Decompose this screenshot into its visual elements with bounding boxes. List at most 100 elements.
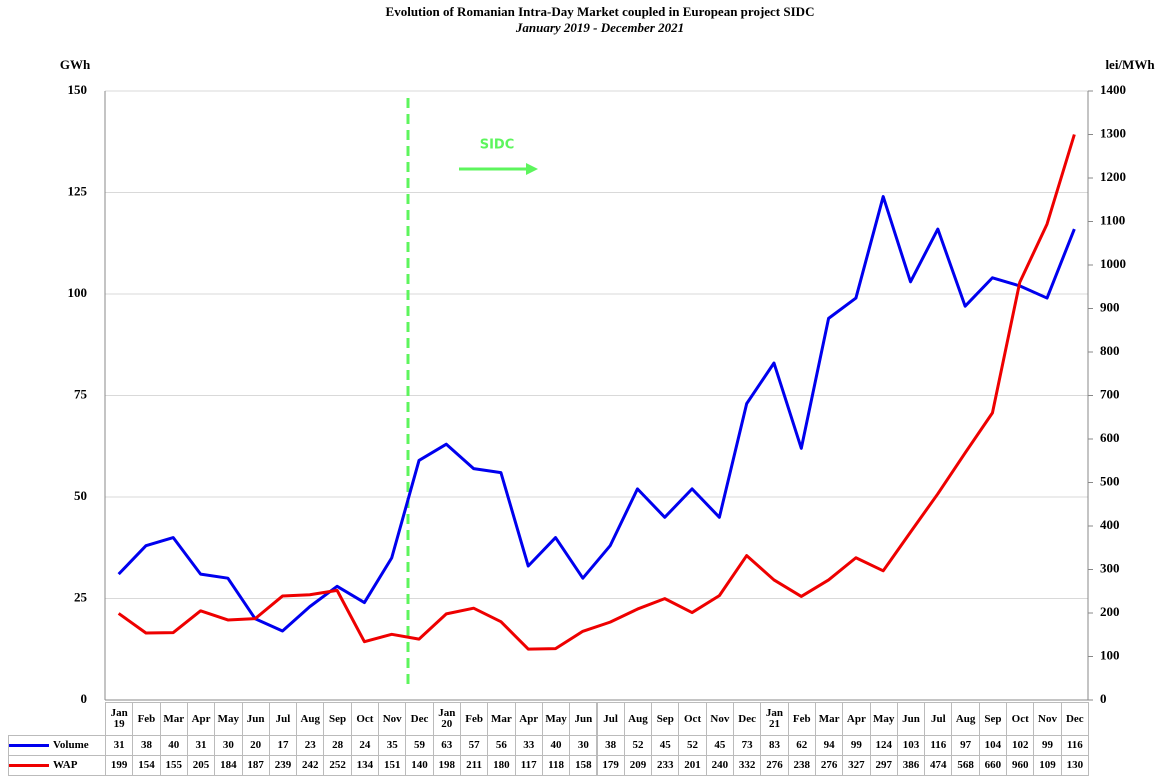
table-value: 239 (268, 755, 298, 776)
table-value: 97 (951, 735, 980, 756)
table-value: 154 (132, 755, 161, 776)
category-label: Sep (323, 702, 352, 736)
category-label: Jan 19 (105, 702, 134, 736)
table-value: 151 (378, 755, 407, 776)
category-label: Apr (186, 702, 216, 736)
chart-subtitle: January 2019 - December 2021 (515, 20, 684, 35)
table-value: 52 (623, 735, 653, 756)
y-tick-label: 50 (74, 488, 87, 503)
table-value: 57 (459, 735, 489, 756)
table-value: 35 (378, 735, 407, 756)
table-value: 104 (978, 735, 1008, 756)
table-value: 140 (405, 755, 434, 776)
table-value: 59 (405, 735, 434, 756)
annotation: SIDC (480, 138, 515, 153)
chart-title: Evolution of Romanian Intra-Day Market c… (386, 4, 815, 19)
table-value: 276 (760, 755, 789, 776)
table-value: 99 (842, 735, 871, 756)
table-value: 52 (678, 735, 707, 756)
legend-entry: WAP (8, 755, 106, 776)
table-value: 201 (678, 755, 707, 776)
category-label: May (214, 702, 243, 736)
y2-axis-label: lei/MWh (1105, 57, 1155, 72)
y2-tick-label: 1300 (1100, 125, 1126, 140)
y2-tick-label: 500 (1100, 473, 1120, 488)
category-label: Mar (487, 702, 516, 736)
table-value: 134 (350, 755, 380, 776)
table-value: 568 (951, 755, 980, 776)
table-value: 233 (651, 755, 680, 776)
table-value: 158 (569, 755, 598, 776)
category-label: Apr (514, 702, 543, 736)
category-label: Oct (350, 702, 380, 736)
table-value: 45 (705, 735, 735, 756)
category-label: Jun (241, 702, 270, 736)
category-label: Dec (1060, 702, 1089, 736)
table-value: 17 (268, 735, 298, 756)
y-tick-label: 125 (68, 183, 88, 198)
y2-tick-label: 400 (1100, 517, 1120, 532)
y2-tick-label: 600 (1100, 430, 1120, 445)
category-label: Dec (405, 702, 434, 736)
y-tick-label: 100 (68, 285, 88, 300)
category-label: Mar (814, 702, 844, 736)
category-label: Jun (896, 702, 926, 736)
table-value: 30 (214, 735, 243, 756)
table-value: 332 (733, 755, 762, 776)
table-value: 116 (1060, 735, 1089, 756)
table-value: 99 (1033, 735, 1062, 756)
table-value: 20 (241, 735, 270, 756)
table-value: 31 (186, 735, 216, 756)
table-value: 38 (596, 735, 625, 756)
category-label: Mar (159, 702, 188, 736)
y-axis-label: GWh (60, 57, 91, 72)
category-label: Feb (132, 702, 161, 736)
category-label: Apr (842, 702, 871, 736)
y2-tick-label: 200 (1100, 604, 1120, 619)
category-label: Aug (623, 702, 653, 736)
category-label: Dec (733, 702, 762, 736)
table-value: 327 (842, 755, 871, 776)
table-value: 180 (487, 755, 516, 776)
table-value: 209 (623, 755, 653, 776)
y2-tick-label: 1400 (1100, 82, 1126, 97)
table-value: 56 (487, 735, 516, 756)
y2-tick-label: 1100 (1100, 212, 1125, 227)
series-line (117, 195, 1076, 633)
table-value: 238 (787, 755, 816, 776)
legend-label: WAP (53, 759, 78, 771)
table-value: 33 (514, 735, 543, 756)
table-value: 205 (186, 755, 216, 776)
table-value: 28 (323, 735, 352, 756)
category-label: Feb (787, 702, 816, 736)
category-label: Sep (978, 702, 1008, 736)
table-value: 960 (1006, 755, 1035, 776)
table-value: 73 (733, 735, 762, 756)
table-value: 40 (541, 735, 571, 756)
y2-tick-label: 100 (1100, 647, 1120, 662)
table-value: 155 (159, 755, 188, 776)
y2-tick-label: 700 (1100, 386, 1120, 401)
y2-tick-label: 1000 (1100, 256, 1126, 271)
y2-tick-label: 900 (1100, 299, 1120, 314)
table-value: 198 (432, 755, 461, 776)
y-tick-label: 75 (74, 386, 88, 401)
y-tick-label: 0 (81, 691, 88, 706)
table-value: 31 (105, 735, 134, 756)
category-label: Jan 20 (432, 702, 461, 736)
category-label: Jul (268, 702, 298, 736)
category-label: Jul (924, 702, 953, 736)
table-value: 30 (569, 735, 598, 756)
table-value: 130 (1060, 755, 1089, 776)
table-value: 103 (896, 735, 926, 756)
annotation-arrowhead (526, 163, 538, 175)
y2-tick-label: 300 (1100, 560, 1120, 575)
table-value: 45 (651, 735, 680, 756)
category-label: Nov (378, 702, 407, 736)
y-tick-label: 25 (74, 589, 88, 604)
table-value: 240 (705, 755, 735, 776)
category-label: Jun (569, 702, 598, 736)
y2-tick-label: 1200 (1100, 169, 1126, 184)
category-label: Sep (651, 702, 680, 736)
